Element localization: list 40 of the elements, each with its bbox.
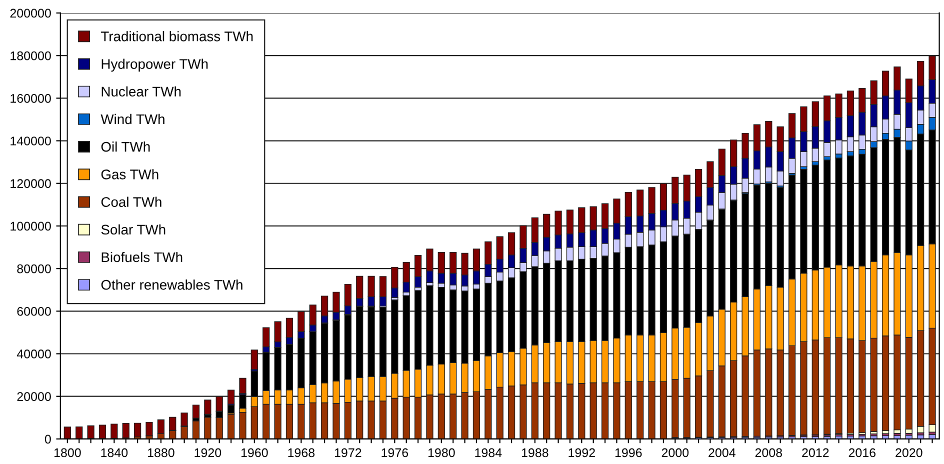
x-tick-label: 2000	[662, 448, 689, 458]
legend-label: Wind TWh	[100, 114, 164, 124]
x-tick-label: 1980	[428, 448, 455, 458]
legend-label: Hydropower TWh	[102, 58, 208, 72]
x-tick-label: 1992	[568, 448, 595, 458]
y-tick-label: 140000	[10, 136, 51, 146]
x-tick-label: 1968	[288, 448, 315, 458]
legend-label: Coal TWh	[101, 196, 162, 207]
y-tick-label: 180000	[10, 51, 51, 60]
y-tick-label: 200000	[10, 8, 51, 18]
legend-label: Biofuels TWh	[102, 252, 182, 262]
x-tick-label: 1988	[522, 448, 548, 458]
y-tick-label: 120000	[10, 179, 51, 188]
legend-label: Nuclear TWh	[102, 86, 181, 97]
x-tick-label: 2008	[755, 448, 782, 458]
legend-label: Traditional biomass TWh	[101, 31, 253, 42]
x-tick-label: 2004	[708, 448, 736, 458]
legend-label: Oil TWh	[101, 142, 150, 152]
x-tick-label: 2020	[896, 448, 922, 458]
y-tick-label: 100000	[10, 222, 51, 231]
y-tick-label: 80000	[17, 264, 51, 274]
legend-label: Solar TWh	[101, 224, 166, 235]
x-tick-label: 1880	[148, 448, 174, 458]
y-tick-label: 0	[44, 434, 51, 444]
y-tick-label: 20000	[17, 392, 51, 401]
y-tick-label: 40000	[16, 350, 51, 358]
x-tick-label: 2016	[848, 448, 876, 458]
x-tick-label: 1920	[194, 448, 222, 458]
legend-label: Other renewables TWh	[101, 280, 242, 290]
x-tick-label: 1800	[54, 448, 81, 458]
x-tick-label: 1984	[475, 448, 502, 458]
y-tick-label: 160000	[10, 94, 51, 103]
y-tick-label: 60000	[17, 306, 51, 316]
x-tick-label: 1976	[382, 448, 408, 458]
x-tick-label: 1996	[615, 448, 642, 458]
legend-label: Gas TWh	[101, 169, 158, 180]
x-tick-label: 2012	[802, 448, 829, 458]
x-tick-label: 1960	[241, 448, 268, 458]
x-tick-label: 1972	[334, 448, 362, 458]
x-tick-label: 1840	[101, 448, 128, 458]
